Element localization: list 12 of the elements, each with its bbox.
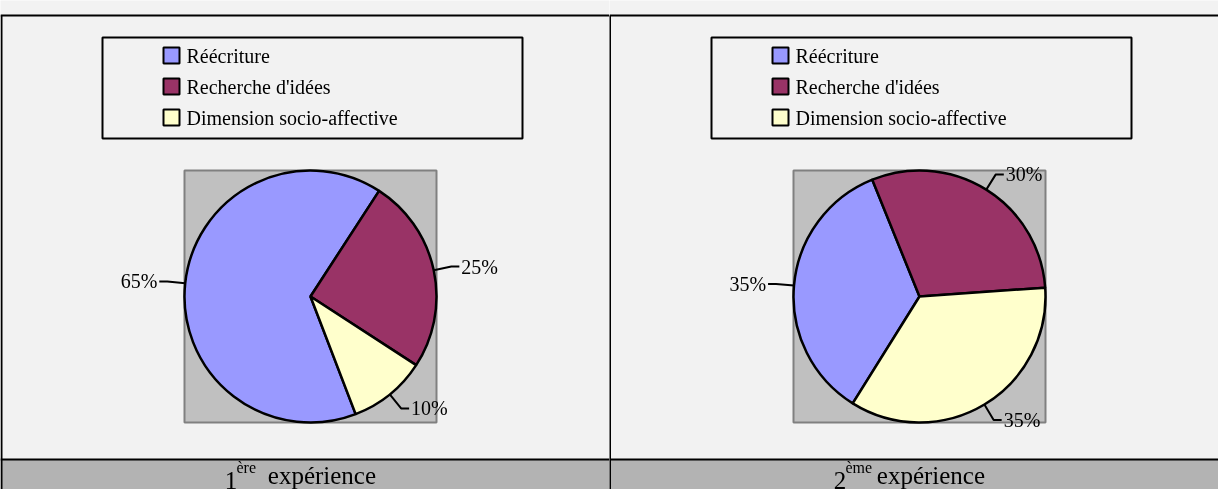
data-label: 65%	[120, 270, 158, 293]
legend-label: Recherche d'idées	[795, 75, 940, 98]
legend-label: Dimension socio-affective	[186, 106, 398, 129]
data-label: 35%	[729, 272, 767, 295]
legend-label: Dimension socio-affective	[795, 106, 1007, 129]
data-label: 25%	[461, 255, 499, 278]
legend-label: Recherche d'idées	[186, 75, 331, 98]
data-label: 35%	[1003, 408, 1041, 431]
data-label: 10%	[411, 397, 448, 420]
legend-label: Réécriture	[186, 44, 270, 67]
legend-label: Réécriture	[795, 44, 879, 67]
data-label: 30%	[1005, 163, 1043, 186]
